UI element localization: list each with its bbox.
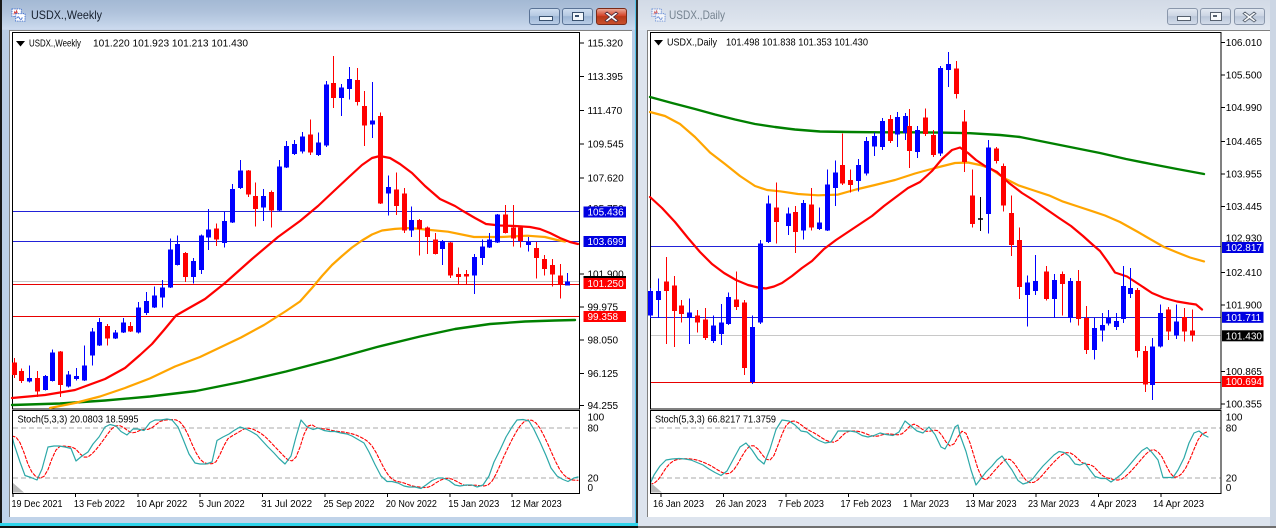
svg-text:101.498 101.838 101.353 101.43: 101.498 101.838 101.353 101.430: [726, 37, 868, 49]
svg-text:104.465: 104.465: [1226, 137, 1263, 148]
svg-text:101.220 101.923 101.213 101.43: 101.220 101.923 101.213 101.430: [93, 38, 248, 50]
svg-text:13 Mar 2023: 13 Mar 2023: [966, 499, 1017, 510]
svg-text:7 Feb 2023: 7 Feb 2023: [778, 499, 824, 510]
svg-text:0: 0: [1226, 483, 1232, 494]
svg-text:Stoch(5,3,3) 20.0803 18.5995: Stoch(5,3,3) 20.0803 18.5995: [18, 414, 139, 426]
svg-text:102.930: 102.930: [1226, 234, 1263, 245]
svg-text:19 Dec 2021: 19 Dec 2021: [12, 499, 63, 510]
svg-text:13 Feb 2022: 13 Feb 2022: [74, 499, 125, 510]
svg-text:14 Apr 2023: 14 Apr 2023: [1153, 499, 1204, 510]
svg-text:4 Apr 2023: 4 Apr 2023: [1091, 499, 1137, 510]
svg-text:17 Feb 2023: 17 Feb 2023: [841, 499, 892, 510]
svg-text:104.990: 104.990: [1226, 103, 1263, 114]
svg-text:10 Apr 2022: 10 Apr 2022: [136, 499, 187, 510]
svg-text:105.500: 105.500: [1226, 71, 1263, 82]
svg-text:12 Mar 2023: 12 Mar 2023: [511, 499, 562, 510]
svg-text:103.699: 103.699: [588, 237, 625, 248]
svg-text:106.010: 106.010: [1226, 38, 1263, 49]
svg-text:96.125: 96.125: [588, 369, 619, 380]
svg-text:Stoch(5,3,3) 66.8217 71.3759: Stoch(5,3,3) 66.8217 71.3759: [655, 414, 776, 426]
svg-text:100: 100: [588, 413, 605, 424]
svg-text:107.620: 107.620: [588, 173, 625, 184]
svg-text:80: 80: [588, 424, 600, 435]
svg-text:111.470: 111.470: [588, 106, 623, 117]
svg-text:113.395: 113.395: [588, 72, 624, 83]
svg-text:26 Jan 2023: 26 Jan 2023: [716, 499, 767, 510]
svg-text:23 Mar 2023: 23 Mar 2023: [1028, 499, 1079, 510]
svg-text:0: 0: [588, 483, 594, 494]
svg-text:103.445: 103.445: [1226, 202, 1263, 213]
svg-text:105.436: 105.436: [588, 208, 625, 219]
svg-text:115.320: 115.320: [588, 39, 624, 50]
svg-text:102.817: 102.817: [1226, 243, 1263, 254]
svg-text:31 Jul 2022: 31 Jul 2022: [261, 499, 312, 510]
svg-text:USDX.,Daily: USDX.,Daily: [669, 8, 725, 22]
svg-text:15 Jan 2023: 15 Jan 2023: [448, 499, 499, 510]
svg-text:20 Nov 2022: 20 Nov 2022: [386, 499, 437, 510]
svg-text:20: 20: [1226, 474, 1238, 485]
svg-text:100.865: 100.865: [1226, 367, 1263, 378]
svg-text:94.255: 94.255: [588, 401, 619, 412]
svg-text:101.250: 101.250: [588, 279, 625, 290]
svg-text:109.545: 109.545: [588, 140, 625, 151]
svg-text:5 Jun 2022: 5 Jun 2022: [199, 499, 245, 510]
svg-text:102.410: 102.410: [1226, 268, 1263, 279]
svg-text:101.711: 101.711: [1226, 313, 1262, 324]
svg-text:101.900: 101.900: [588, 269, 625, 280]
svg-text:20: 20: [588, 474, 600, 485]
svg-text:25 Sep 2022: 25 Sep 2022: [324, 499, 375, 510]
svg-text:100.355: 100.355: [1226, 400, 1263, 411]
svg-text:101.430: 101.430: [1226, 331, 1263, 342]
svg-text:98.050: 98.050: [588, 336, 619, 347]
svg-text:16 Jan 2023: 16 Jan 2023: [653, 499, 704, 510]
svg-text:99.358: 99.358: [588, 312, 619, 323]
svg-text:100: 100: [1226, 413, 1243, 424]
svg-text:99.975: 99.975: [588, 303, 619, 314]
svg-text:USDX.,Weekly: USDX.,Weekly: [31, 8, 102, 22]
svg-text:80: 80: [1226, 424, 1238, 435]
svg-text:101.900: 101.900: [1226, 301, 1263, 312]
svg-text:103.955: 103.955: [1226, 169, 1263, 180]
svg-text:1 Mar 2023: 1 Mar 2023: [903, 499, 949, 510]
svg-text:USDX.,Daily: USDX.,Daily: [667, 37, 718, 49]
svg-text:100.694: 100.694: [1226, 377, 1263, 388]
svg-text:USDX.,Weekly: USDX.,Weekly: [29, 38, 82, 50]
